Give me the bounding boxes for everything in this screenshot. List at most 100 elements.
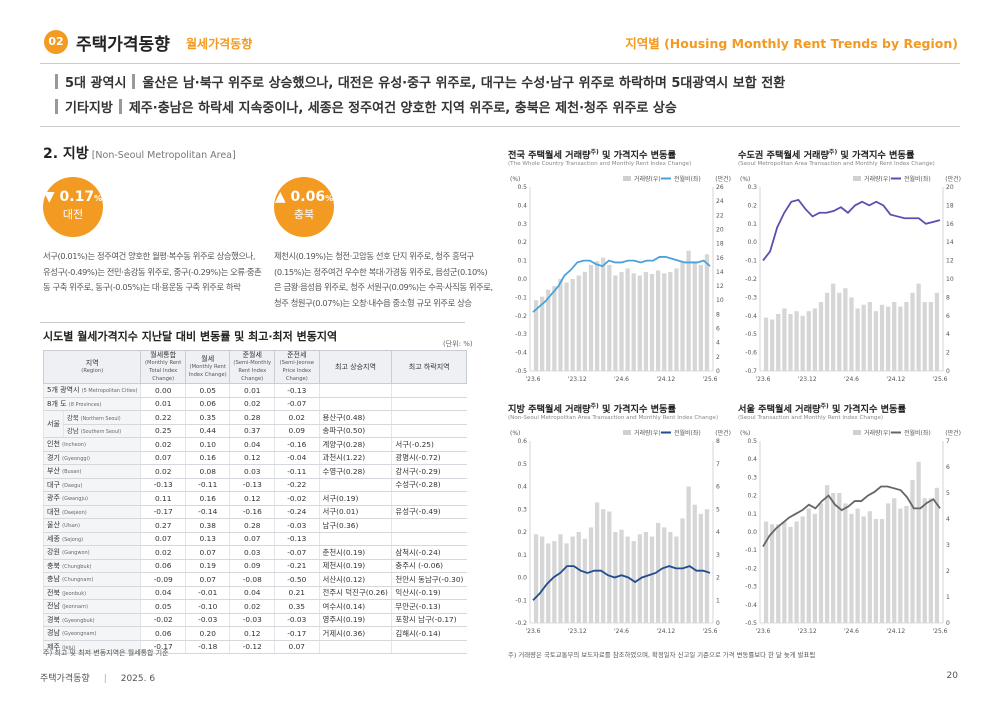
cell-value: 0.01 [229, 383, 275, 398]
volume-bar [879, 304, 885, 371]
chart-subtitle: (Seoul Metropolitan Area Transaction and… [738, 161, 935, 167]
volume-bar [643, 532, 649, 623]
x-tick-label: '24.12 [656, 628, 675, 635]
x-tick-label: '25.6 [702, 628, 717, 635]
volume-bar [843, 503, 848, 623]
cell-value: -0.02 [140, 613, 186, 627]
cell-top-rise: 수영구(0.28) [318, 464, 392, 479]
cell-top-fall [391, 383, 467, 398]
y-tick-label: 0.5 [747, 438, 757, 445]
legend-bar-swatch [623, 176, 631, 181]
y2-tick-label: 0 [946, 368, 950, 375]
header-subtitle: 월세가격동향 [186, 37, 253, 51]
cell-top-rise [318, 383, 392, 398]
cell-value: 0.20 [184, 626, 230, 641]
volume-bar [782, 308, 787, 371]
volume-bar [812, 513, 818, 623]
table-row: 강남 (Southern Seoul) 0.25 0.44 0.37 0.09 송파구(0… [44, 424, 467, 438]
volume-bar [794, 521, 799, 623]
volume-bar [540, 296, 545, 371]
volume-bar [800, 315, 805, 371]
cell-value: 0.02 [274, 410, 320, 425]
volume-bar [892, 498, 897, 623]
table-row: 경기 (Gyeonggi) 0.07 0.16 0.12 -0.04 과천시(1.22) 광… [42, 451, 467, 465]
y-tick-label: -0.3 [745, 584, 757, 591]
y2-tick-label: 4 [716, 529, 720, 536]
table-row: 부산 (Busan) 0.02 0.08 0.03 -0.11 수영구(0.28) 강서구(… [42, 464, 467, 479]
volume-bar [892, 302, 897, 371]
table-header: 준월세 (Semi-Monthly Rent Index Change) [229, 350, 276, 384]
volume-bar [806, 311, 811, 371]
cell-top-fall: 강서구(-0.29) [391, 464, 467, 479]
y2-tick-label: 18 [716, 241, 724, 248]
section-number-badge: 02 [44, 30, 68, 54]
summary-label: 5대 광역시 [65, 76, 127, 91]
y-tick-label: 0.2 [747, 202, 757, 209]
volume-bar [794, 311, 799, 371]
cell-value: 0.38 [184, 518, 230, 533]
cell-top-fall: 삼척시(-0.24) [391, 545, 467, 560]
y-tick-label: -0.1 [515, 597, 527, 604]
volume-bar [680, 261, 685, 371]
cell-value: 0.07 [184, 572, 230, 587]
right-axis-unit: (만건) [945, 175, 961, 183]
y2-tick-label: 10 [946, 276, 954, 283]
table-row: 전남 (Jeonnam) 0.05 -0.10 0.02 0.35 여수시(0.14) 무안… [42, 599, 467, 614]
highlight-value: ▲ 0.06% [274, 189, 334, 205]
cell-top-rise: 서구(0.01) [318, 505, 392, 519]
cell-top-rise: 영주시(0.19) [318, 613, 392, 627]
header-title: 주택가격동향 [76, 35, 170, 55]
volume-bar [763, 521, 769, 623]
cell-value: 0.02 [140, 545, 186, 560]
volume-bar [849, 297, 854, 371]
cell-value: 0.16 [184, 451, 230, 465]
left-axis-unit: (%) [740, 430, 750, 437]
cell-value: -0.12 [229, 640, 275, 654]
volume-bar [655, 522, 661, 623]
volume-bar [837, 292, 842, 371]
y-tick-label: -0.2 [745, 276, 757, 283]
y-tick-label: -0.2 [745, 565, 757, 572]
cell-top-fall [391, 397, 467, 411]
y2-tick-label: 16 [946, 221, 954, 228]
volume-bar [546, 289, 551, 371]
cell-region: 부산 (Busan) [42, 464, 141, 479]
summary-text: 울산은 남·북구 위주로 상승했으나, 대전은 유성·중구 위주로, 대구는 수… [142, 76, 786, 91]
y-tick-label: 0.4 [517, 202, 527, 209]
volume-bar [662, 273, 667, 371]
y-tick-label: 0.1 [517, 258, 527, 265]
y2-tick-label: 7 [946, 438, 950, 445]
y2-tick-label: 26 [716, 184, 724, 191]
up-arrow-icon: ▲ [274, 189, 286, 205]
table-row: 충남 (Chungnam) -0.09 0.07 -0.08 -0.50 서산시(0.12… [42, 572, 467, 587]
cell-value: -0.14 [184, 505, 230, 519]
table-row: 서울 강북 (Northern Seoul) 0.22 0.35 0.28 0.02 용산구… [43, 410, 467, 438]
volume-bar [686, 486, 691, 623]
cell-value: 0.02 [229, 397, 275, 411]
chart-capital-area: 수도권 주택월세 거래량주) 및 가격지수 변동률 (Seoul Metropo… [738, 147, 963, 387]
volume-bar [782, 521, 787, 623]
table-row: 광주 (Gwangju) 0.11 0.16 0.12 -0.02 서구(0.19) [42, 491, 467, 506]
y2-tick-label: 2 [716, 575, 720, 582]
y2-tick-label: 2 [716, 354, 720, 361]
cell-value: -0.03 [229, 613, 275, 627]
cell-region: 경북 (Gyeongbuk) [42, 613, 141, 627]
cell-top-fall [391, 424, 467, 438]
cell-value: -0.50 [274, 572, 320, 587]
volume-bar [680, 518, 685, 623]
index-change-line [532, 256, 711, 313]
x-tick-label: '24.6 [614, 376, 629, 383]
volume-bar [916, 283, 921, 371]
y2-tick-label: 8 [946, 294, 950, 301]
cell-value: -0.02 [274, 491, 320, 506]
volume-bar [776, 313, 781, 371]
volume-bar [570, 536, 575, 623]
volume-bar [867, 302, 872, 371]
cell-value: 0.06 [184, 397, 230, 411]
y-tick-label: -0.1 [515, 294, 527, 301]
y2-tick-label: 3 [716, 552, 720, 559]
volume-bar [861, 516, 866, 623]
volume-bar [601, 509, 606, 623]
y2-tick-label: 20 [716, 226, 724, 233]
volume-bar [704, 509, 710, 623]
